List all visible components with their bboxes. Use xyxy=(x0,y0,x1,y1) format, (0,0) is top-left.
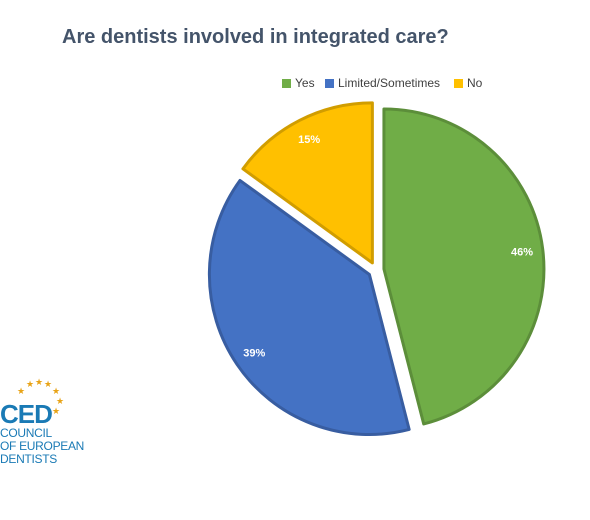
chart-legend: Yes Limited/Sometimes No xyxy=(0,76,590,92)
logo-abbr: CED xyxy=(0,399,53,429)
legend-swatch-yes xyxy=(282,78,291,88)
chart-title: Are dentists involved in integrated care… xyxy=(62,26,449,48)
legend-swatch-no xyxy=(454,78,463,88)
data-label-yes: 46% xyxy=(511,247,533,259)
pie-slice-limited xyxy=(207,178,411,436)
svg-text:★: ★ xyxy=(56,397,64,407)
legend-item-yes: Yes xyxy=(282,76,315,90)
pie-slice-no xyxy=(241,101,374,265)
data-label-no: 15% xyxy=(298,134,320,146)
legend-label-no: No xyxy=(467,76,483,90)
svg-text:★: ★ xyxy=(52,407,60,415)
svg-text:★: ★ xyxy=(44,380,52,390)
legend-label-limited: Limited/Sometimes xyxy=(338,76,441,90)
svg-text:★: ★ xyxy=(35,378,43,388)
data-label-limited: 39% xyxy=(243,348,265,360)
pie-slice-yes xyxy=(382,107,546,426)
legend-item-limited: Limited/Sometimes xyxy=(325,76,440,90)
legend-item-no: No xyxy=(454,76,482,90)
logo-line-3: DENTISTS xyxy=(0,452,57,466)
svg-text:★: ★ xyxy=(52,387,60,397)
logo-line-2: OF EUROPEAN xyxy=(0,439,85,453)
legend-label-yes: Yes xyxy=(295,76,315,90)
svg-text:★: ★ xyxy=(17,387,25,397)
svg-text:★: ★ xyxy=(26,380,34,390)
legend-swatch-limited xyxy=(325,78,334,88)
ced-logo: ★ ★ ★ ★ ★ ★ ★ CED COUNCIL OF EUROPEAN DE… xyxy=(0,375,90,470)
logo-line-1: COUNCIL xyxy=(0,426,52,440)
logo-stars: ★ ★ ★ ★ ★ ★ ★ xyxy=(17,378,64,415)
